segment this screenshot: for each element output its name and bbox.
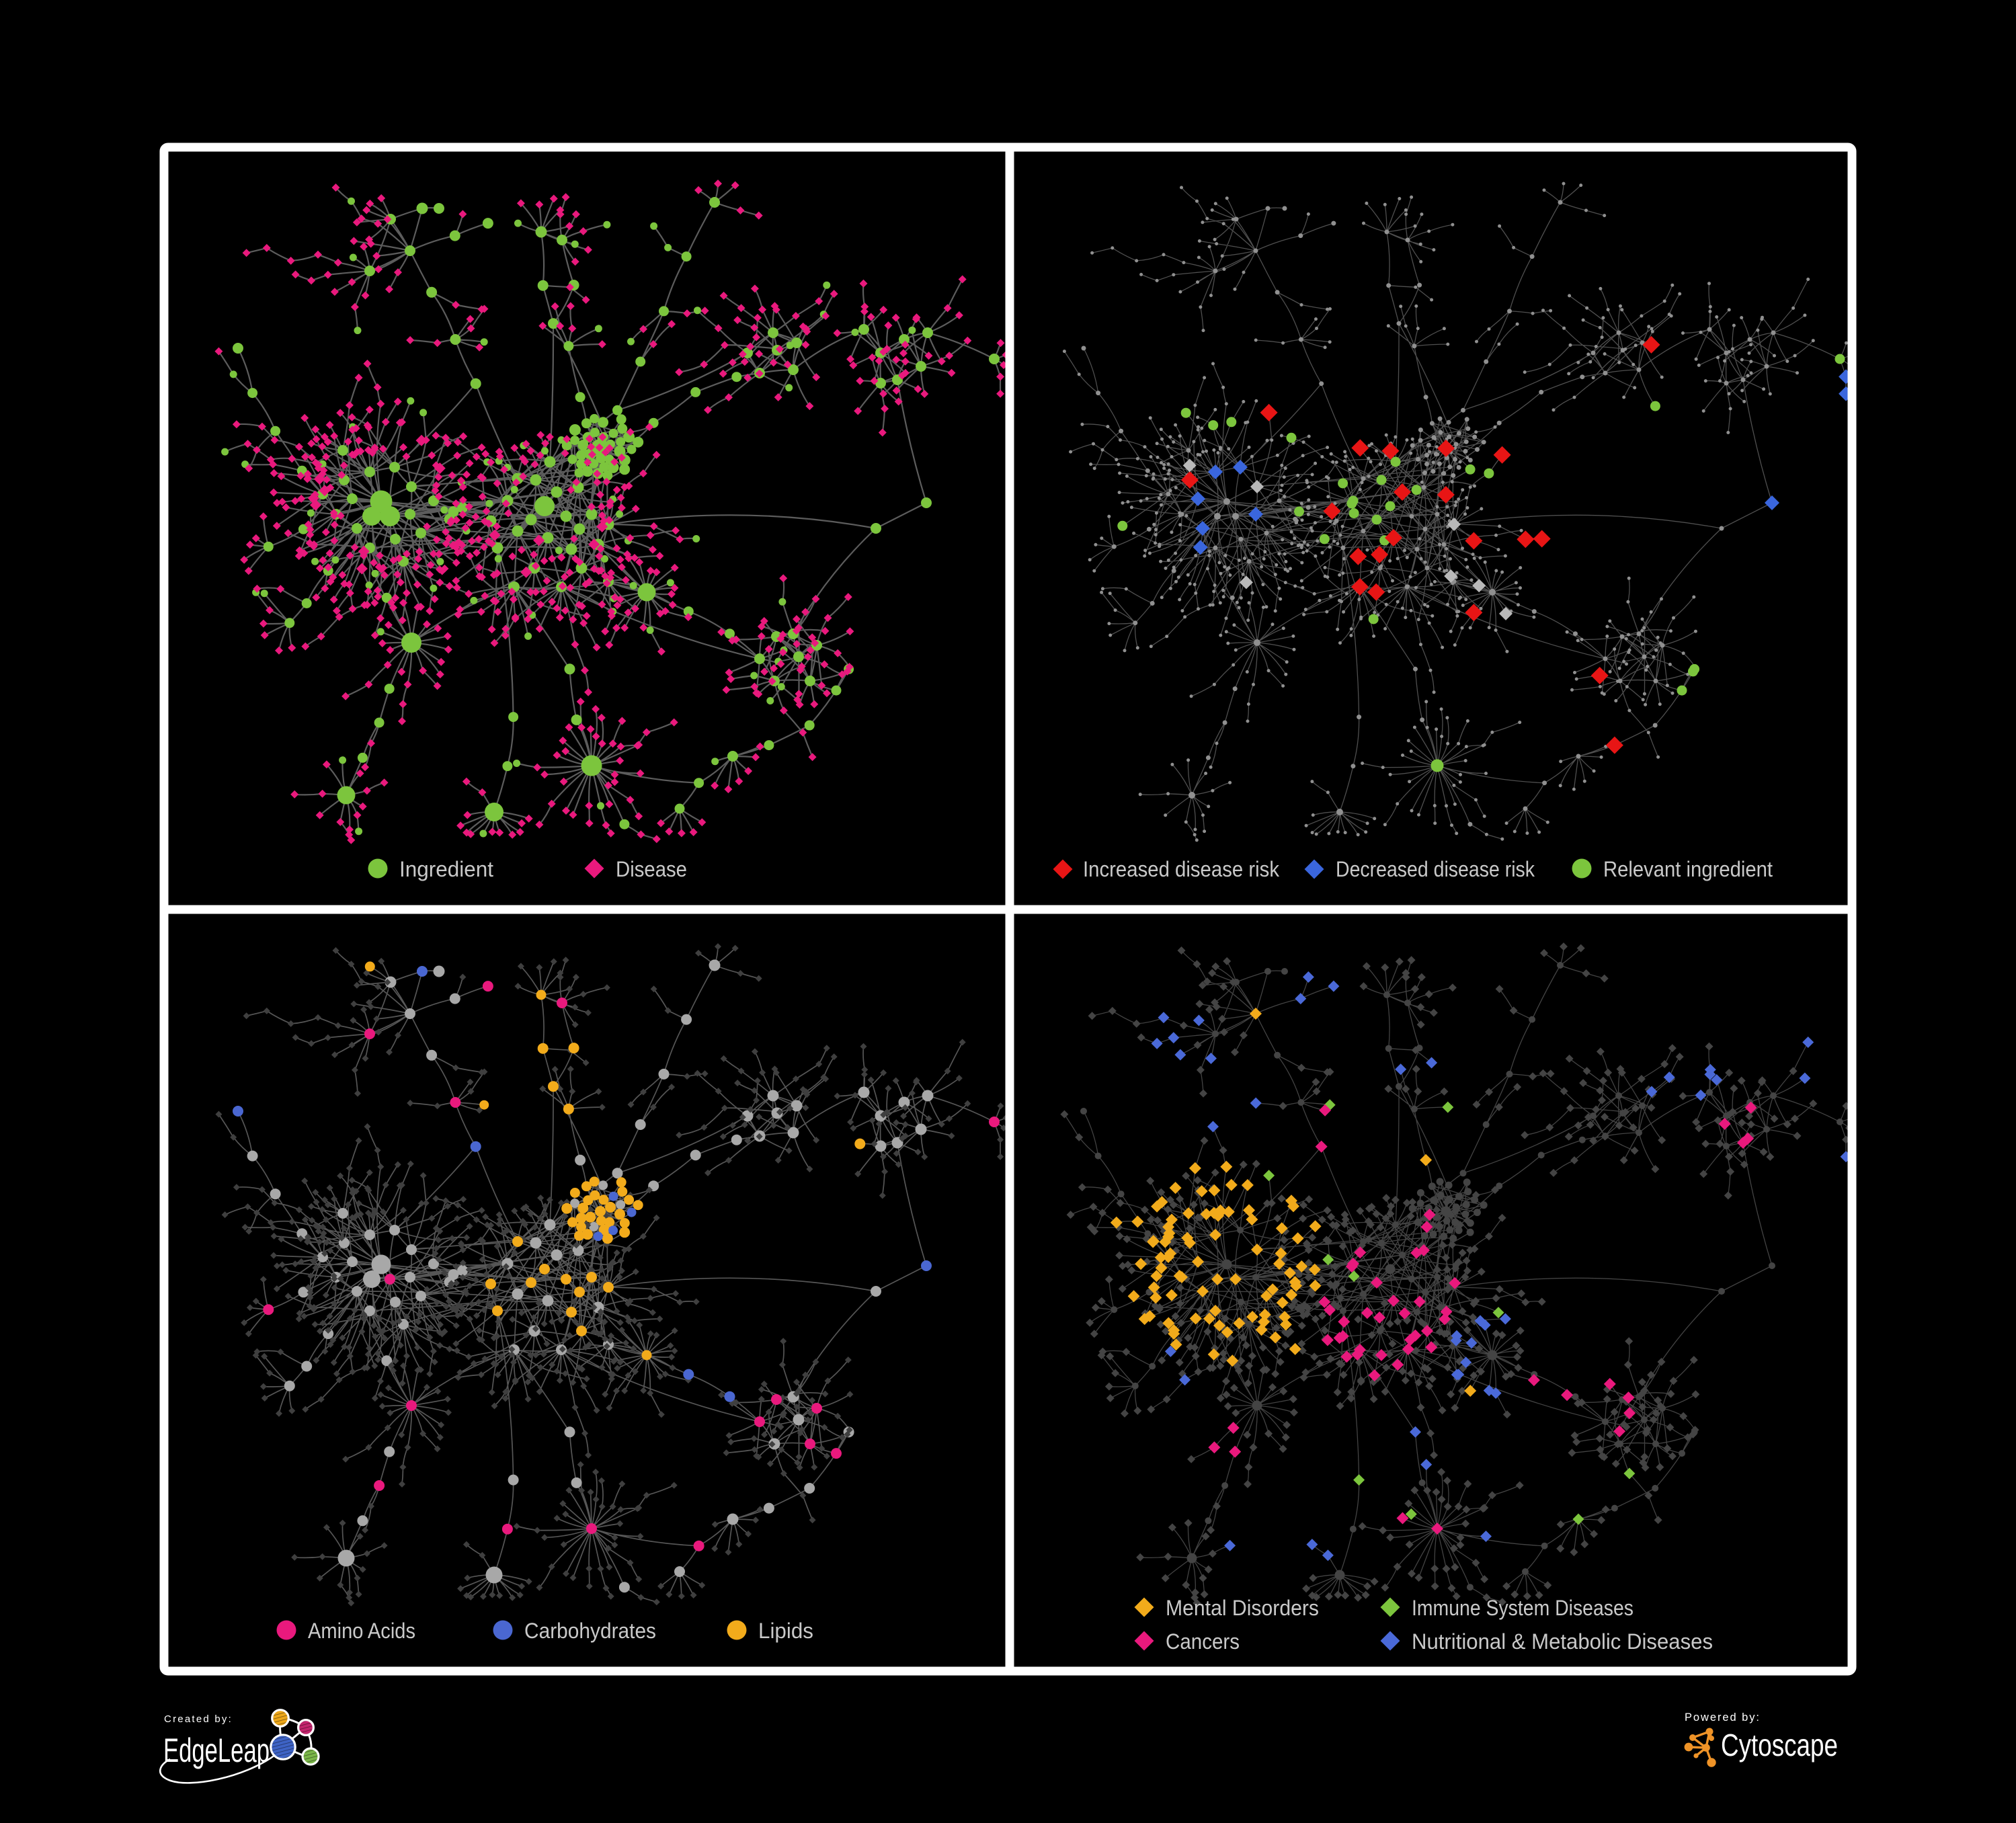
svg-text:Immune System Diseases: Immune System Diseases — [1412, 1596, 1634, 1620]
svg-text:Increased disease risk: Increased disease risk — [1083, 857, 1280, 881]
svg-text:Ingredient: Ingredient — [399, 857, 493, 881]
svg-text:Cytoscape: Cytoscape — [1721, 1728, 1838, 1763]
svg-text:Nutritional & Metabolic Diseas: Nutritional & Metabolic Diseases — [1412, 1629, 1713, 1654]
svg-text:Cancers: Cancers — [1166, 1629, 1240, 1654]
svg-text:Decreased disease risk: Decreased disease risk — [1336, 857, 1535, 881]
svg-text:Disease: Disease — [616, 857, 687, 881]
svg-text:EdgeLeap: EdgeLeap — [163, 1732, 270, 1769]
svg-text:Powered by:: Powered by: — [1685, 1711, 1760, 1724]
svg-text:Relevant ingredient: Relevant ingredient — [1603, 857, 1773, 881]
svg-text:Amino Acids: Amino Acids — [308, 1619, 415, 1643]
svg-text:Lipids: Lipids — [758, 1619, 813, 1643]
svg-text:Carbohydrates: Carbohydrates — [524, 1619, 656, 1643]
svg-text:Created by:: Created by: — [164, 1713, 232, 1725]
svg-text:Mental Disorders: Mental Disorders — [1166, 1596, 1319, 1620]
